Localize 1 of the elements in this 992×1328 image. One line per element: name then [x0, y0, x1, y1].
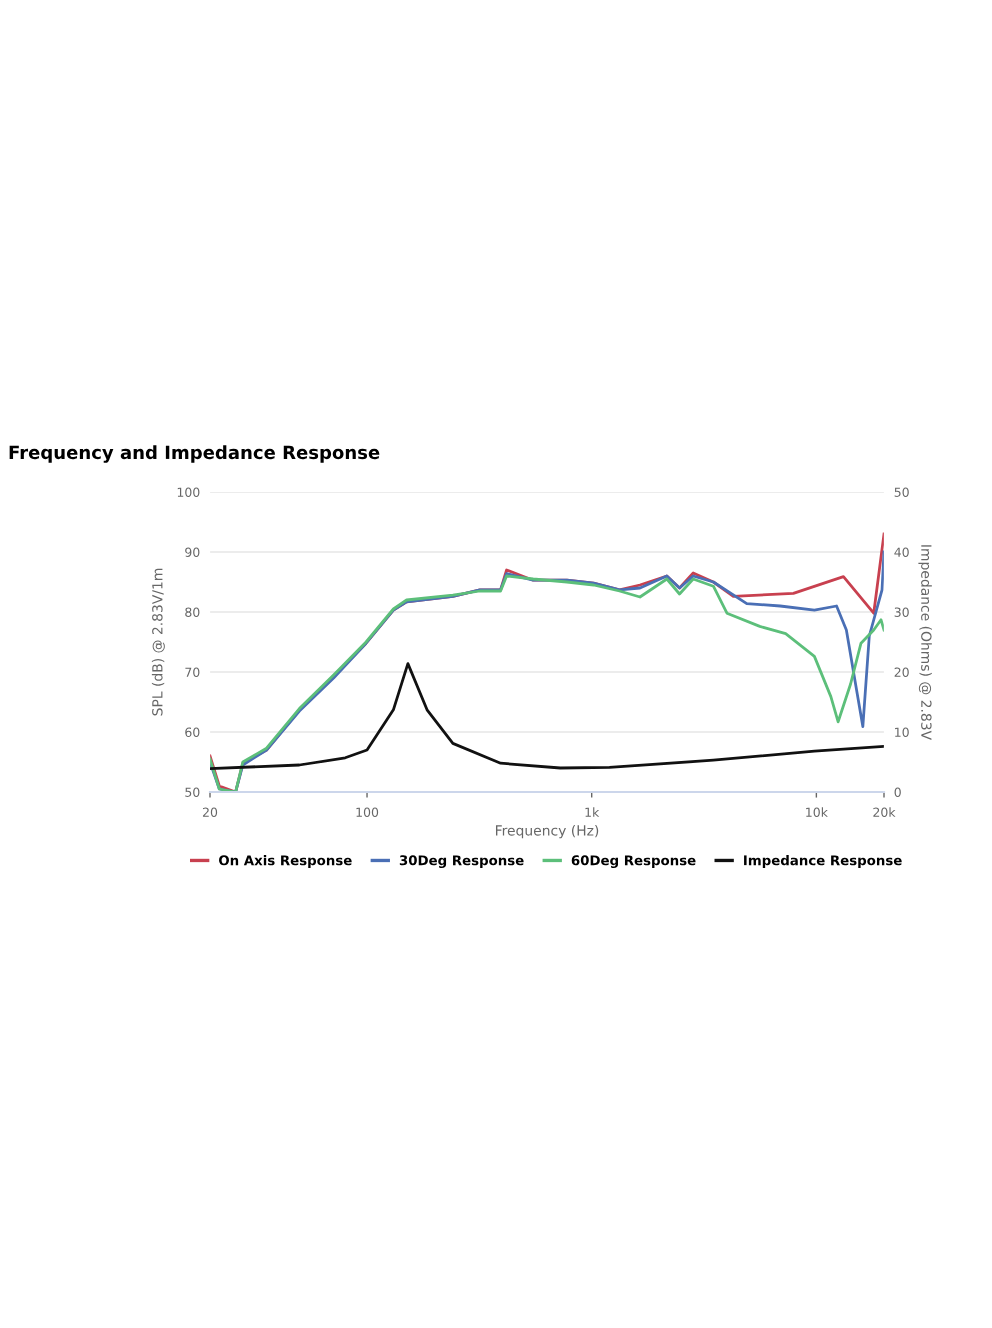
chart-title: Frequency and Impedance Response	[9, 445, 380, 463]
